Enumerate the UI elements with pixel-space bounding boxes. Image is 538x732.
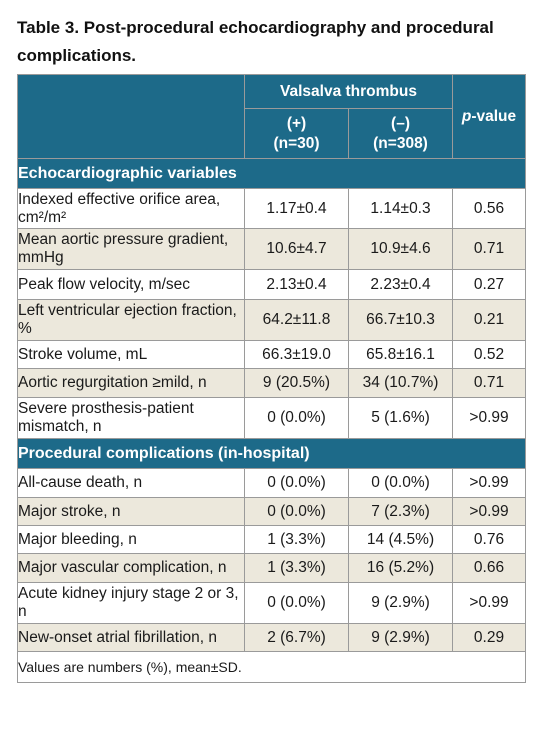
pos-value: 0 (0.0%) (244, 397, 349, 439)
p-value: >0.99 (452, 468, 527, 498)
table-row: Stroke volume, mL 66.3±19.0 65.8±16.1 0.52 (17, 340, 527, 369)
row-label: Major vascular complication, n (17, 553, 245, 583)
neg-label: (–) (391, 114, 410, 132)
row-label: New-onset atrial fibrillation, n (17, 623, 245, 652)
neg-value: 65.8±16.1 (347, 340, 454, 369)
pos-value: 10.6±4.7 (244, 228, 349, 270)
neg-value: 34 (10.7%) (347, 368, 454, 398)
pos-value: 2 (6.7%) (244, 623, 349, 652)
pvalue-header-italic: p (461, 107, 472, 125)
caption-line-1: Table 3. Post-procedural echocardiograph… (17, 18, 494, 37)
neg-value: 14 (4.5%) (347, 525, 454, 554)
pos-value: 64.2±11.8 (244, 299, 349, 341)
header-blank-cell (17, 74, 245, 159)
p-value: >0.99 (452, 397, 527, 439)
neg-group-header: (–) (n=308) (347, 108, 454, 159)
pos-value: 2.13±0.4 (244, 269, 349, 300)
p-value: 0.71 (452, 368, 527, 398)
neg-n: (n=308) (373, 134, 428, 152)
results-table: Valsalva thrombus p-value (+) (n=30) (–)(… (16, 74, 527, 683)
neg-value: 0 (0.0%) (347, 468, 454, 498)
row-label: Aortic regurgitation ≥mild, n (17, 368, 245, 398)
p-value: 0.76 (452, 525, 527, 554)
pos-value: 1 (3.3%) (244, 525, 349, 554)
section-title: Echocardiographic variables (16, 158, 527, 189)
row-label: Acute kidney injury stage 2 or 3, n (17, 582, 245, 624)
pos-n: (n=30) (273, 134, 320, 152)
section-header-row: Procedural complications (in-hospital) (16, 438, 527, 469)
p-value: 0.52 (452, 340, 527, 369)
neg-value: 66.7±10.3 (347, 299, 454, 341)
pos-value: 1.17±0.4 (244, 188, 349, 229)
pos-label: (+) (286, 114, 307, 132)
row-label: Mean aortic pressure gradient, mmHg (17, 228, 245, 270)
neg-value: 10.9±4.6 (347, 228, 454, 270)
neg-value: 5 (1.6%) (347, 397, 454, 439)
row-label: Stroke volume, mL (17, 340, 245, 369)
p-value: 0.66 (452, 553, 527, 583)
table-row: Left ventricular ejection fraction, % 64.… (17, 299, 527, 341)
row-label: Indexed effective orifice area, cm²/m² (17, 188, 245, 229)
p-value: 0.27 (452, 269, 527, 300)
row-label: Major stroke, n (17, 497, 245, 526)
neg-value: 9 (2.9%) (347, 623, 454, 652)
caption-line-2: complications. (17, 46, 137, 65)
row-label: Left ventricular ejection fraction, % (17, 299, 245, 341)
pos-group-header: (+) (n=30) (244, 108, 349, 159)
pos-value: 0 (0.0%) (244, 497, 349, 526)
pos-value: 66.3±19.0 (244, 340, 349, 369)
pos-value: 9 (20.5%) (244, 368, 349, 398)
section-title: Procedural complications (in-hospital) (16, 438, 527, 469)
footnote: Values are numbers (%), mean±SD. (16, 651, 527, 683)
table-body: Echocardiographic variables Indexed effec… (16, 158, 527, 652)
pos-value: 0 (0.0%) (244, 582, 349, 624)
pvalue-header-rest: -value (471, 107, 517, 125)
p-value: 0.71 (452, 228, 527, 270)
row-label: All-cause death, n (17, 468, 245, 498)
neg-value: 2.23±0.4 (347, 269, 454, 300)
header-row-1: Valsalva thrombus p-value (17, 74, 527, 159)
p-value: 0.21 (452, 299, 527, 341)
footnote-row: Values are numbers (%), mean±SD. (16, 651, 527, 683)
row-label: Peak flow velocity, m/sec (17, 269, 245, 300)
p-value: 0.29 (452, 623, 527, 652)
pos-value: 1 (3.3%) (244, 553, 349, 583)
table-row: Mean aortic pressure gradient, mmHg 10.6±… (17, 228, 527, 270)
row-label: Severe prosthesis-patient mismatch, n (17, 397, 245, 439)
p-value: 0.56 (452, 188, 527, 229)
table-row: Indexed effective orifice area, cm²/m² 1.… (17, 188, 527, 229)
pos-value: 0 (0.0%) (244, 468, 349, 498)
neg-value: 9 (2.9%) (347, 582, 454, 624)
p-value: >0.99 (452, 497, 527, 526)
group-header: Valsalva thrombus (243, 74, 454, 109)
neg-value: 1.14±0.3 (347, 188, 454, 229)
neg-value: 7 (2.3%) (347, 497, 454, 526)
neg-value: 16 (5.2%) (347, 553, 454, 583)
row-label: Major bleeding, n (17, 525, 245, 554)
section-header-row: Echocardiographic variables (16, 158, 527, 189)
p-value: >0.99 (452, 582, 527, 624)
pvalue-header: p-value (452, 74, 527, 159)
table-row: Peak flow velocity, m/sec 2.13±0.4 2.23±0.… (17, 269, 527, 300)
table-caption: Table 3. Post-procedural echocardiograph… (17, 14, 527, 70)
